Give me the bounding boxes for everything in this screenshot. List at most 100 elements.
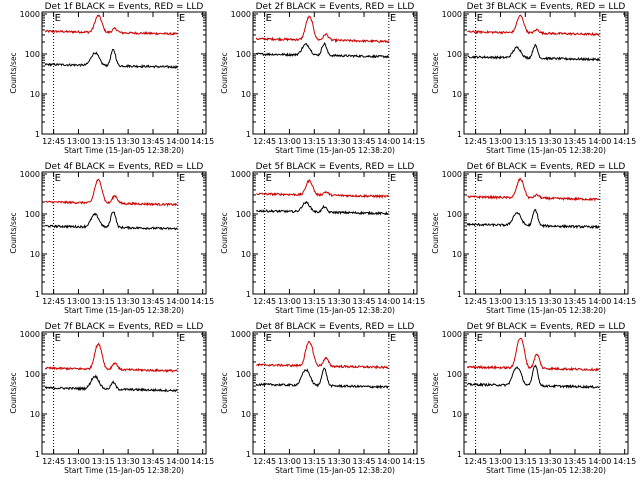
series-line-events — [44, 373, 178, 393]
interval-marker: E — [55, 173, 61, 184]
series-line-events — [466, 364, 600, 390]
y-tick-label: 10 — [30, 90, 40, 99]
x-tick-label: 13:00 — [67, 457, 90, 466]
x-tick-label: 14:15 — [402, 297, 425, 306]
x-tick-label: 13:00 — [67, 137, 90, 146]
chart-title: Det 6f BLACK = Events, RED = LLD — [467, 162, 626, 172]
y-axis-label: Counts/sec — [431, 52, 440, 93]
plot-frame — [252, 331, 418, 455]
y-tick-label: 1 — [35, 290, 40, 299]
x-tick-label: 12:45 — [464, 457, 487, 466]
x-tick-label: 14:15 — [613, 137, 636, 146]
series-line-lld — [45, 178, 178, 208]
y-tick-label: 1000 — [231, 170, 251, 179]
interval-marker: E — [55, 13, 61, 24]
x-tick-label: 13:45 — [352, 137, 375, 146]
x-tick-label: 13:45 — [563, 457, 586, 466]
x-tick-label: 13:00 — [489, 457, 512, 466]
y-tick-label: 10 — [452, 90, 462, 99]
x-tick-label: 13:15 — [303, 297, 326, 306]
x-tick-label: 14:00 — [377, 297, 400, 306]
x-tick-label: 14:00 — [166, 457, 189, 466]
y-axis-label: Counts/sec — [220, 212, 229, 253]
chart-title: Det 9f BLACK = Events, RED = LLD — [467, 322, 626, 332]
x-tick-label: 12:45 — [42, 137, 65, 146]
interval-marker: E — [601, 173, 607, 184]
y-tick-label: 1 — [246, 130, 251, 139]
chart-title: Det 8f BLACK = Events, RED = LLD — [256, 322, 415, 332]
interval-marker: E — [390, 173, 396, 184]
y-tick-label: 100 — [236, 50, 251, 59]
y-tick-label: 10 — [30, 410, 40, 419]
chart-panel-1: Det 1f BLACK = Events, RED = LLD 1 10 100 10… — [9, 2, 214, 155]
plot-frame — [463, 11, 629, 135]
x-axis-label: Start Time (15-Jan-05 12:38:20) — [64, 146, 184, 155]
x-tick-label: 14:00 — [166, 137, 189, 146]
y-tick-label: 10 — [241, 410, 251, 419]
y-tick-label: 100 — [25, 210, 40, 219]
x-tick-label: 14:00 — [166, 297, 189, 306]
y-tick-label: 1000 — [20, 330, 40, 339]
chart-panel-5: Det 5f BLACK = Events, RED = LLD 1 10 100 10… — [220, 162, 425, 315]
interval-marker: E — [477, 13, 483, 24]
x-tick-label: 13:45 — [141, 137, 164, 146]
y-tick-label: 1000 — [442, 170, 462, 179]
plot-frame — [41, 331, 207, 455]
x-axis-label: Start Time (15-Jan-05 12:38:20) — [275, 146, 395, 155]
plot-frame — [252, 11, 418, 135]
y-tick-label: 10 — [452, 250, 462, 259]
x-tick-label: 12:45 — [42, 297, 65, 306]
series-line-events — [44, 211, 178, 231]
interval-marker: E — [179, 13, 185, 24]
chart-panel-8: Det 8f BLACK = Events, RED = LLD 1 10 100 10… — [220, 322, 425, 475]
x-axis-label: Start Time (15-Jan-05 12:38:20) — [275, 466, 395, 475]
x-tick-label: 14:00 — [588, 137, 611, 146]
interval-marker: E — [477, 333, 483, 344]
interval-marker: E — [55, 333, 61, 344]
series-line-lld — [255, 340, 389, 370]
chart-title: Det 4f BLACK = Events, RED = LLD — [45, 162, 204, 172]
y-tick-label: 10 — [241, 250, 251, 259]
x-axis-label: Start Time (15-Jan-05 12:38:20) — [275, 306, 395, 315]
series-line-events — [255, 367, 389, 390]
x-tick-label: 13:45 — [352, 457, 375, 466]
x-tick-label: 13:30 — [117, 137, 140, 146]
chart-title: Det 7f BLACK = Events, RED = LLD — [45, 322, 204, 332]
x-tick-label: 13:15 — [303, 457, 326, 466]
x-tick-label: 14:15 — [613, 297, 636, 306]
x-tick-label: 13:45 — [563, 297, 586, 306]
y-tick-label: 1000 — [442, 10, 462, 19]
series-line-lld — [44, 342, 178, 374]
interval-marker: E — [601, 333, 607, 344]
series-line-events — [466, 208, 600, 230]
chart-title: Det 2f BLACK = Events, RED = LLD — [256, 2, 415, 12]
interval-marker: E — [179, 333, 185, 344]
x-tick-label: 14:00 — [588, 297, 611, 306]
chart-panel-9: Det 9f BLACK = Events, RED = LLD 1 10 100 10… — [431, 322, 636, 475]
x-tick-label: 14:15 — [402, 137, 425, 146]
plot-frame — [41, 171, 207, 295]
x-tick-label: 12:45 — [464, 297, 487, 306]
x-tick-label: 12:45 — [253, 137, 276, 146]
interval-marker: E — [390, 13, 396, 24]
interval-marker: E — [266, 333, 272, 344]
x-tick-label: 14:15 — [402, 457, 425, 466]
x-tick-label: 12:45 — [253, 457, 276, 466]
interval-marker: E — [266, 13, 272, 24]
x-tick-label: 13:30 — [539, 137, 562, 146]
plot-frame — [463, 331, 629, 455]
series-line-lld — [256, 179, 389, 200]
x-tick-label: 13:15 — [92, 137, 115, 146]
y-tick-label: 10 — [452, 410, 462, 419]
x-tick-label: 13:00 — [278, 137, 301, 146]
plot-frame — [252, 171, 418, 295]
x-tick-label: 13:30 — [117, 457, 140, 466]
x-tick-label: 14:15 — [191, 297, 214, 306]
y-tick-label: 10 — [241, 90, 251, 99]
chart-panel-2: Det 2f BLACK = Events, RED = LLD 1 10 100 10… — [220, 2, 425, 155]
plot-frame — [41, 11, 207, 135]
y-tick-label: 1000 — [20, 10, 40, 19]
y-tick-label: 100 — [25, 370, 40, 379]
